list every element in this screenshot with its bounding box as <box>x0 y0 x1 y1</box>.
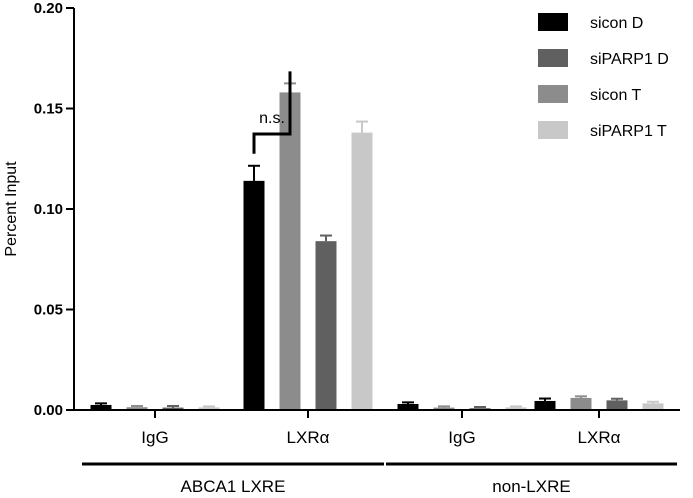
bar <box>606 400 628 410</box>
bar <box>198 407 220 410</box>
bars <box>90 82 664 411</box>
x-tick-label: IgG <box>448 428 475 447</box>
bar <box>570 397 592 410</box>
y-tick-label: 0.15 <box>34 101 63 118</box>
legend-label: siPARP1 T <box>590 123 667 140</box>
y-tick-label: 0.20 <box>34 0 63 17</box>
legend-swatch <box>538 49 568 67</box>
legend-label: sicon T <box>590 87 642 104</box>
legend-swatch <box>538 13 568 31</box>
y-axis-title-wrap: Percent Input <box>3 161 20 257</box>
y-tick-label: 0.00 <box>34 402 63 419</box>
bar <box>397 403 419 410</box>
significance-annotation: n.s. <box>252 71 292 154</box>
bar <box>505 407 527 410</box>
legend: sicon D siPARP1 D sicon T siPARP1 T <box>538 13 669 140</box>
legend-swatch <box>538 85 568 103</box>
x-tick-label: LXRα <box>287 428 330 447</box>
x-axis: IgG LXRα IgG LXRα <box>74 409 680 447</box>
legend-swatch <box>538 121 568 139</box>
bar <box>315 241 337 410</box>
bar <box>126 407 148 410</box>
bar <box>433 407 455 410</box>
y-tick-label: 0.05 <box>34 302 63 319</box>
legend-label: sicon D <box>590 15 643 32</box>
bar <box>243 180 265 410</box>
y-axis-title: Percent Input <box>3 161 20 257</box>
group-label: non-LXRE <box>492 477 570 496</box>
y-tick-label: 0.10 <box>34 201 63 218</box>
legend-label: siPARP1 D <box>590 51 669 68</box>
bar <box>534 400 556 410</box>
bar <box>279 92 301 411</box>
bar <box>162 407 184 410</box>
bar <box>642 403 664 410</box>
y-axis: 0.00 0.05 0.10 0.15 0.20 <box>34 0 75 419</box>
bracket <box>252 71 292 154</box>
x-tick-label: LXRα <box>578 428 621 447</box>
annotation-label: n.s. <box>259 110 285 127</box>
group-label: ABCA1 LXRE <box>181 477 286 496</box>
bar <box>90 404 112 410</box>
x-tick-label: IgG <box>141 428 168 447</box>
bar <box>351 132 373 410</box>
group-labels: ABCA1 LXRE non-LXRE <box>82 462 677 496</box>
